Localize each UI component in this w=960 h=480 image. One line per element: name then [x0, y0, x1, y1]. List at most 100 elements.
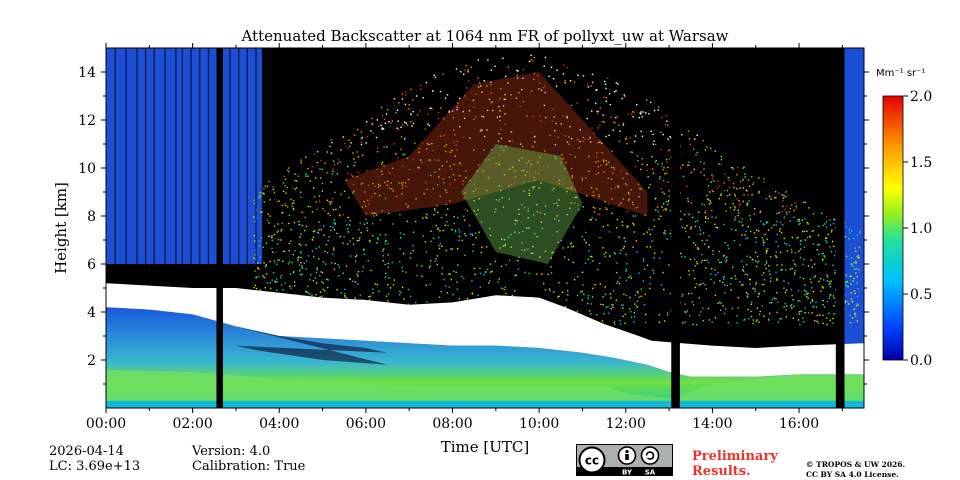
noise-dot [374, 192, 376, 195]
noise-dot [401, 266, 403, 269]
noise-dot [326, 251, 329, 254]
noise-dot [735, 229, 737, 231]
noise-dot [428, 159, 431, 161]
noise-dot [346, 224, 348, 226]
noise-dot [444, 189, 447, 191]
noise-dot [456, 288, 459, 290]
noise-dot [353, 158, 355, 160]
noise-dot [483, 135, 486, 138]
noise-dot [679, 276, 681, 279]
noise-dot [728, 176, 730, 179]
noise-dot [342, 272, 344, 274]
noise-dot [312, 280, 315, 282]
noise-dot [595, 219, 597, 221]
noise-dot [430, 107, 432, 110]
noise-dot [438, 168, 441, 171]
noise-dot [589, 219, 591, 221]
noise-dot [711, 178, 714, 180]
noise-dot [854, 313, 856, 316]
noise-dot [809, 235, 811, 238]
noise-dot [718, 197, 720, 200]
noise-dot [650, 101, 652, 104]
noise-dot [852, 280, 854, 282]
noise-dot [431, 108, 433, 110]
noise-dot [734, 207, 737, 209]
noise-dot [372, 132, 374, 134]
noise-dot [313, 153, 315, 155]
noise-dot [687, 130, 690, 132]
noise-dot [586, 84, 589, 86]
noise-dot [558, 220, 560, 222]
noise-dot [703, 162, 705, 165]
noise-dot [609, 293, 612, 295]
noise-dot [449, 200, 451, 202]
noise-dot [657, 109, 659, 111]
noise-dot [385, 113, 388, 115]
noise-dot [418, 167, 420, 169]
noise-dot [276, 278, 278, 280]
noise-dot [850, 230, 853, 232]
noise-dot [503, 288, 505, 291]
noise-dot [723, 223, 725, 226]
noise-dot [799, 248, 802, 250]
noise-dot [490, 102, 492, 105]
noise-dot [514, 290, 516, 292]
noise-dot [639, 187, 641, 190]
noise-dot [387, 283, 389, 286]
noise-dot [626, 263, 628, 265]
noise-dot [295, 187, 298, 189]
noise-dot [742, 283, 744, 286]
noise-dot [727, 195, 729, 197]
noise-dot [330, 139, 332, 141]
noise-dot [643, 111, 645, 113]
noise-dot [607, 312, 610, 314]
noise-dot [706, 259, 708, 261]
noise-dot [525, 162, 528, 164]
noise-dot [704, 284, 706, 286]
noise-dot [445, 214, 447, 216]
noise-dot [700, 283, 702, 285]
noise-dot [289, 261, 291, 263]
noise-dot [634, 316, 636, 318]
noise-dot [533, 72, 535, 75]
noise-dot [663, 320, 666, 322]
noise-dot [649, 276, 652, 279]
noise-dot [386, 180, 389, 183]
noise-dot [510, 233, 512, 236]
noise-dot [317, 232, 320, 234]
noise-dot [264, 185, 266, 187]
noise-dot [288, 167, 290, 169]
noise-dot [481, 129, 483, 132]
noise-dot [323, 234, 325, 236]
noise-dot [684, 321, 686, 323]
noise-dot [848, 237, 850, 240]
noise-dot [376, 284, 378, 286]
noise-dot [668, 195, 670, 197]
noise-dot [621, 224, 624, 226]
noise-dot [610, 308, 612, 310]
noise-dot [763, 177, 765, 180]
noise-dot [381, 210, 383, 212]
noise-dot [528, 189, 531, 191]
noise-dot [485, 270, 487, 273]
noise-dot [757, 261, 759, 264]
noise-dot [420, 159, 422, 161]
noise-dot [536, 236, 538, 238]
noise-dot [522, 77, 524, 79]
noise-dot [422, 97, 424, 99]
noise-dot [642, 258, 645, 260]
noise-dot [597, 213, 599, 215]
noise-dot [464, 192, 466, 194]
noise-dot [432, 188, 434, 190]
noise-dot [818, 243, 820, 246]
noise-dot [374, 185, 376, 188]
noise-dot [534, 233, 536, 235]
noise-dot [349, 278, 351, 281]
noise-dot [471, 280, 473, 282]
noise-dot [660, 188, 662, 190]
noise-dot [659, 178, 661, 180]
noise-dot [400, 237, 402, 239]
noise-dot [734, 275, 736, 277]
noise-dot [545, 116, 547, 119]
noise-dot [731, 307, 733, 310]
